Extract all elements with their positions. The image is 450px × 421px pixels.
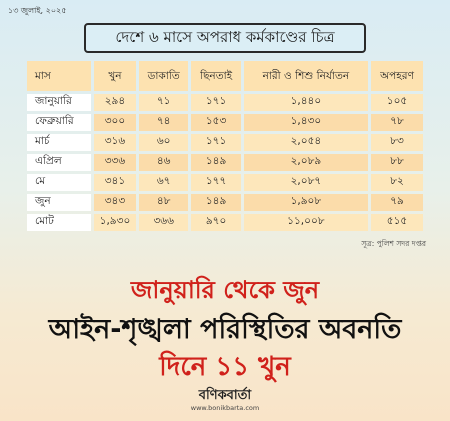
cell-total-label: মোট <box>27 214 91 231</box>
table-row: জুন ৩৪৩ ৪৮ ১৪৯ ১,৯০৮ ৭৯ <box>27 194 423 211</box>
cell-value: ১,৪৪০ <box>243 94 369 111</box>
col-header-robbery: ডাকাতি <box>138 61 189 91</box>
cell-value: ১৫৩ <box>191 114 241 131</box>
cell-month: জুন <box>27 194 91 211</box>
cell-value: ৪৮ <box>138 194 189 211</box>
cell-month: এপ্রিল <box>27 154 91 171</box>
cell-value: ৮৩ <box>371 134 423 151</box>
cell-value: ১,৪৩০ <box>243 114 369 131</box>
cell-value: ৬৭ <box>138 174 189 191</box>
cell-value: ৭৪ <box>138 114 189 131</box>
cell-value: ৭৮ <box>371 114 423 131</box>
table-row: মার্চ ৩১৬ ৬০ ১৭১ ২,০৫৪ ৮৩ <box>27 134 423 151</box>
cell-value: ৭৯ <box>371 194 423 211</box>
headline-line-3: দিনে ১১ খুন <box>159 352 291 382</box>
table-title: দেশে ৬ মাসে অপরাধ কর্মকাণ্ডের চিত্র <box>84 23 366 53</box>
cell-total-value: ৯৭০ <box>191 214 241 231</box>
cell-value: ১৪৯ <box>191 154 241 171</box>
cell-value: ১৪৯ <box>191 194 241 211</box>
cell-month: জানুয়ারি <box>27 94 91 111</box>
cell-value: ৩০০ <box>93 114 136 131</box>
cell-total-value: ১১,০০৮ <box>243 214 369 231</box>
headline-line-2: আইন-শৃঙ্খলা পরিস্থিতির অবনতি <box>48 314 402 345</box>
cell-value: ৪৬ <box>138 154 189 171</box>
cell-value: ৮৮ <box>371 154 423 171</box>
publish-date: ১৩ জুলাই, ২০২৫ <box>8 6 67 15</box>
cell-value: ২,০৮৯ <box>243 154 369 171</box>
cell-value: ৬০ <box>138 134 189 151</box>
cell-total-value: ১,৯৩০ <box>93 214 136 231</box>
col-header-murder: খুন <box>93 61 136 91</box>
table-row: জানুয়ারি ২৯৪ ৭১ ১৭১ ১,৪৪০ ১০৫ <box>27 94 423 111</box>
table-header-row: মাস খুন ডাকাতি ছিনতাই নারী ও শিশু নির্যা… <box>27 61 423 91</box>
cell-month: মার্চ <box>27 134 91 151</box>
source-note: সূত্র: পুলিশ সদর দপ্তর <box>361 239 426 248</box>
cell-month: মে <box>27 174 91 191</box>
cell-value: ৭১ <box>138 94 189 111</box>
cell-total-value: ৩৬৬ <box>138 214 189 231</box>
cell-value: ১,৯০৮ <box>243 194 369 211</box>
cell-value: ৩৪১ <box>93 174 136 191</box>
brand-logo: বণিকবার্তা <box>198 388 252 403</box>
table-row: ফেব্রুয়ারি ৩০০ ৭৪ ১৫৩ ১,৪৩০ ৭৮ <box>27 114 423 131</box>
col-header-month: মাস <box>27 61 91 91</box>
cell-value: ২৯৪ <box>93 94 136 111</box>
cell-value: ১৭১ <box>191 134 241 151</box>
headline-line-1: জানুয়ারি থেকে জুন <box>130 276 320 304</box>
cell-value: ১০৫ <box>371 94 423 111</box>
cell-value: ৩১৬ <box>93 134 136 151</box>
cell-value: ৩৪৩ <box>93 194 136 211</box>
table-row: মে ৩৪১ ৬৭ ১৭৭ ২,০৮৭ ৮২ <box>27 174 423 191</box>
table-total-row: মোট ১,৯৩০ ৩৬৬ ৯৭০ ১১,০০৮ ৫১৫ <box>27 214 423 231</box>
cell-value: ২,০৮৭ <box>243 174 369 191</box>
col-header-snatching: ছিনতাই <box>191 61 241 91</box>
cell-month: ফেব্রুয়ারি <box>27 114 91 131</box>
cell-total-value: ৫১৫ <box>371 214 423 231</box>
table-row: এপ্রিল ৩৩৬ ৪৬ ১৪৯ ২,০৮৯ ৮৮ <box>27 154 423 171</box>
crime-table: মাস খুন ডাকাতি ছিনতাই নারী ও শিশু নির্যা… <box>24 58 426 234</box>
col-header-abduction: অপহরণ <box>371 61 423 91</box>
cell-value: ১৭১ <box>191 94 241 111</box>
cell-value: ৮২ <box>371 174 423 191</box>
cell-value: ২,০৫৪ <box>243 134 369 151</box>
cell-value: ৩৩৬ <box>93 154 136 171</box>
cell-value: ১৭৭ <box>191 174 241 191</box>
col-header-women-child-abuse: নারী ও শিশু নির্যাতন <box>243 61 369 91</box>
table-title-text: দেশে ৬ মাসে অপরাধ কর্মকাণ্ডের চিত্র <box>115 27 335 46</box>
brand-url: www.bonikbarta.com <box>190 404 260 412</box>
